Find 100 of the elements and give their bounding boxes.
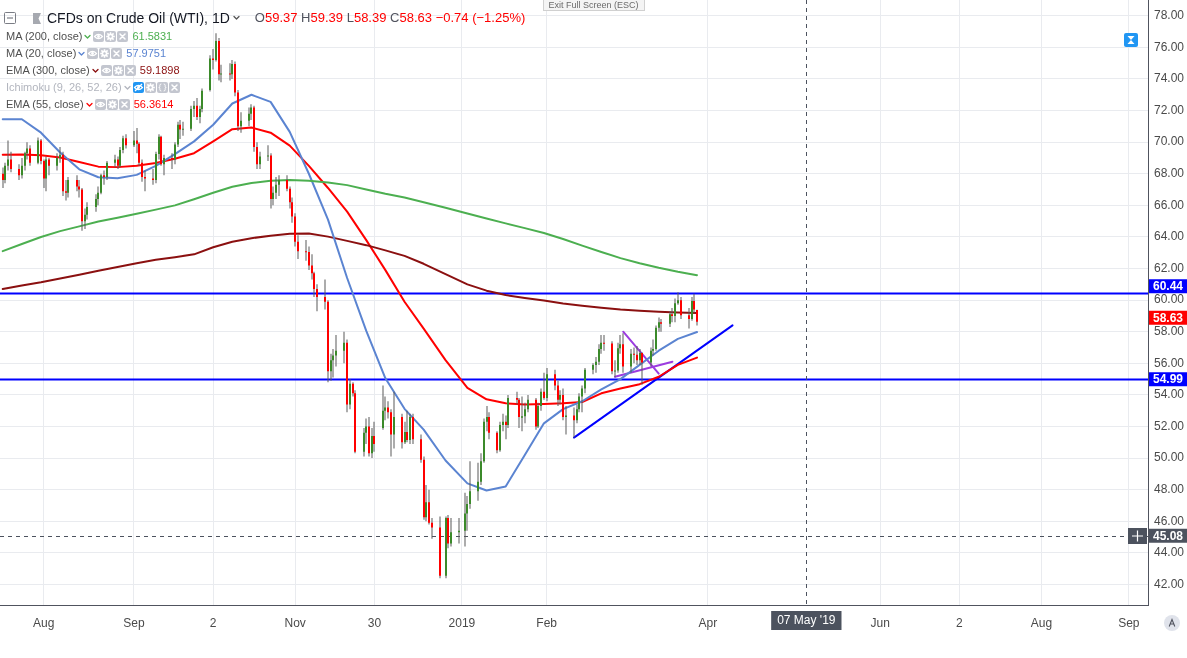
y-tick-label: 46.00 — [1154, 513, 1185, 528]
ref-line-label: 45.08 — [1152, 528, 1184, 543]
candlestick — [680, 296, 682, 320]
y-tick-label: 68.00 — [1154, 166, 1185, 181]
y-tick-label: 76.00 — [1154, 39, 1185, 54]
candlestick — [412, 413, 414, 444]
y-tick-label: 64.00 — [1154, 229, 1185, 244]
candlestick — [603, 334, 605, 351]
candlestick — [37, 137, 39, 165]
text: O59.37 H59.39 L58.39 C58.63 −0.74 (−1.25%) — [254, 10, 526, 26]
annotation: 61.5831 — [132, 30, 173, 43]
text: 58.63 — [1152, 310, 1184, 325]
x-tick-label: 2 — [209, 615, 217, 630]
y-tick-label: 48.00 — [1154, 482, 1185, 496]
candlestick — [163, 154, 165, 176]
candlestick — [196, 97, 198, 121]
candlestick — [212, 48, 214, 70]
x-tick-label: Sep — [1118, 615, 1140, 630]
y-tick-label: 72.00 — [1154, 102, 1185, 117]
y-tick-label: 54.00 — [1154, 387, 1185, 402]
candlestick — [592, 363, 594, 375]
candlestick — [611, 341, 613, 375]
candlestick — [305, 240, 307, 261]
candlestick — [630, 349, 632, 373]
x-tick-label: Apr — [698, 615, 718, 630]
candlestick — [450, 518, 452, 547]
candlestick — [114, 154, 116, 168]
legend-label: MA (200, close) — [6, 30, 83, 43]
y-tick-label: 42.00 — [1154, 576, 1185, 591]
annotation: 59.1898 — [139, 64, 180, 77]
candlestick — [636, 345, 638, 365]
x-tick-label: 30 — [367, 615, 382, 630]
candlestick — [368, 417, 370, 457]
candlestick — [349, 379, 351, 410]
x-tick-label: Aug — [33, 615, 55, 630]
candlestick — [573, 407, 575, 438]
x-tick-label: Feb — [536, 615, 558, 630]
x-tick-label: Nov — [284, 615, 306, 630]
candlestick — [267, 145, 269, 162]
annotation: Exit Full Screen (ESC) — [542, 0, 645, 11]
y-tick-label: 70.00 — [1154, 134, 1185, 149]
candlestick — [21, 157, 23, 179]
x-tick-label: Sep — [123, 615, 145, 630]
candlestick — [29, 145, 31, 166]
y-tick-label: 78.00 — [1154, 8, 1185, 23]
x-tick-label: 2 — [956, 615, 964, 630]
candlestick — [152, 169, 154, 185]
candlestick — [278, 175, 280, 196]
candlestick — [633, 347, 635, 364]
candlestick — [543, 372, 545, 400]
candlestick — [259, 151, 261, 170]
candlestick — [182, 121, 184, 136]
candlestick — [565, 405, 567, 435]
legend-label: MA (20, close) — [6, 47, 77, 60]
y-tick-label: 74.00 — [1154, 71, 1185, 86]
candlestick — [439, 516, 441, 579]
ref-line-label: 60.44 — [1152, 278, 1184, 293]
candlestick — [48, 157, 50, 176]
candlestick — [171, 153, 173, 170]
ref-line-label: 54.99 — [1152, 372, 1184, 387]
y-tick-label: 50.00 — [1154, 450, 1185, 465]
candlestick — [428, 489, 430, 525]
y-tick-label: 44.00 — [1154, 545, 1185, 560]
candlestick — [499, 421, 501, 452]
candlestick — [521, 396, 523, 432]
candlestick — [393, 391, 395, 449]
candlestick — [655, 325, 657, 351]
candlestick — [674, 298, 676, 323]
y-tick-label: 60.00 — [1154, 292, 1185, 307]
annotation: 57.9751 — [126, 47, 167, 60]
candlestick — [106, 161, 108, 181]
y-tick-label: 66.00 — [1154, 197, 1185, 212]
candlestick — [546, 368, 548, 402]
candlestick — [56, 153, 58, 171]
y-tick-label: 58.00 — [1154, 324, 1185, 339]
candlestick — [190, 105, 192, 132]
y-tick-label: 56.00 — [1154, 355, 1185, 370]
candlestick — [18, 164, 20, 181]
x-tick-label: Jun — [870, 615, 890, 630]
candlestick — [401, 413, 403, 449]
text: CFDs on Crude Oil (WTI), 1D — [47, 10, 230, 26]
candlestick — [409, 413, 411, 444]
annotation: 56.3614 — [133, 98, 174, 111]
candlestick — [343, 331, 345, 364]
x-tick-label: 2019 — [448, 615, 476, 630]
candlestick — [622, 333, 624, 373]
y-tick-label: 52.00 — [1154, 418, 1185, 433]
candlestick — [125, 134, 127, 149]
candlestick — [62, 151, 64, 196]
candlestick — [209, 55, 211, 92]
candlestick — [240, 112, 242, 133]
annotation: Ichimoku (9, 26, 52, 26) — [6, 81, 122, 94]
legend-label: EMA (300, close) — [6, 64, 90, 77]
ref-line-label: 07 May '19 — [777, 613, 836, 628]
candlestick — [103, 170, 105, 185]
candlestick — [688, 308, 690, 329]
y-tick-label: 62.00 — [1154, 260, 1185, 275]
candlestick — [496, 431, 498, 454]
candlestick — [477, 462, 479, 501]
legend-label: EMA (55, close) — [6, 98, 84, 111]
